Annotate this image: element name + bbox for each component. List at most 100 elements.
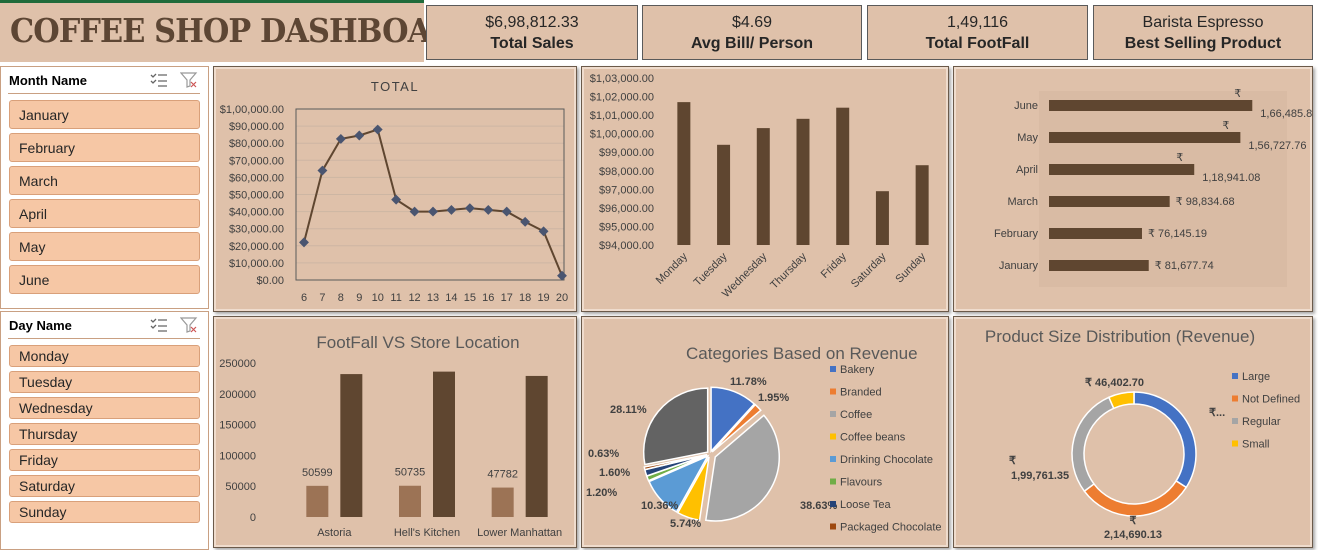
pie-slice — [710, 386, 756, 454]
kpi-value: $6,98,812.33 — [485, 14, 579, 31]
bar-footfall — [491, 487, 514, 517]
data-point — [483, 204, 494, 215]
legend-swatch — [1232, 373, 1238, 379]
x-tick-label: Lower Manhattan — [477, 527, 562, 539]
slicer-item-thursday[interactable]: Thursday — [9, 423, 200, 445]
data-label: 10.36% — [641, 500, 679, 512]
y-tick-label: $80,000.00 — [229, 138, 284, 150]
series-line — [303, 128, 563, 277]
bar-secondary — [433, 371, 455, 517]
data-point — [391, 194, 402, 205]
slicer-item-may[interactable]: May — [9, 232, 200, 261]
bar-chart-footfall: FootFall VS Store Location 0 50000 100000 15… — [219, 333, 562, 539]
multi-select-icon[interactable] — [150, 71, 168, 89]
day-slicer-title: Day Name — [9, 318, 72, 333]
x-tick-label: 20 — [556, 292, 568, 304]
pie-slice — [704, 414, 780, 522]
kpi-value: $4.69 — [731, 14, 773, 31]
slicer-item-june[interactable]: June — [9, 265, 200, 294]
x-tick-label: 15 — [464, 292, 476, 304]
kpi-label: Total Sales — [490, 35, 574, 52]
kpi-total-sales: $6,98,812.33 Total Sales — [426, 5, 638, 60]
data-point — [520, 216, 531, 227]
legend-label: Branded — [840, 387, 882, 399]
y-tick-label: $60,000.00 — [229, 172, 284, 184]
data-label-currency: ₹ — [1130, 515, 1137, 527]
slicer-item-tuesday[interactable]: Tuesday — [9, 371, 200, 393]
kpi-value: 1,49,116 — [946, 14, 1009, 31]
legend-swatch — [830, 523, 836, 530]
legend-swatch — [830, 366, 836, 372]
slicer-item-march[interactable]: March — [9, 166, 200, 195]
slicer-item-january[interactable]: January — [9, 100, 200, 129]
clear-filter-icon[interactable] — [179, 316, 198, 334]
data-point — [299, 237, 309, 248]
slicer-item-saturday[interactable]: Saturday — [9, 475, 200, 497]
x-tick-label: 7 — [319, 292, 325, 304]
x-tick-label: Thursday — [768, 250, 809, 291]
multi-select-icon[interactable] — [150, 316, 168, 334]
data-label: 50735 — [395, 467, 426, 479]
data-label: 1,18,941.08 — [1202, 172, 1260, 184]
legend-label: Coffee beans — [840, 432, 906, 444]
y-tick-label: 100000 — [219, 450, 256, 462]
bar — [1049, 132, 1241, 143]
clear-filter-icon[interactable] — [179, 71, 198, 89]
y-tick-label: $0.00 — [256, 275, 284, 287]
kpi-label: Avg Bill/ Person — [690, 35, 814, 52]
legend-swatch — [830, 501, 836, 507]
x-tick-label: 10 — [372, 292, 384, 304]
chart-title: Categories Based on Revenue — [686, 344, 918, 363]
pie-slice — [711, 403, 762, 453]
y-tick-label: May — [1017, 132, 1038, 144]
bar — [677, 102, 691, 245]
y-tick-label: $99,000.00 — [599, 147, 654, 159]
x-tick-label: 17 — [501, 292, 513, 304]
data-label: ₹... — [1209, 407, 1225, 419]
data-label: 1.95% — [758, 392, 789, 404]
kpi-value: Barista Espresso — [1142, 14, 1264, 31]
slicer-item-sunday[interactable]: Sunday — [9, 501, 200, 523]
data-point — [446, 204, 457, 215]
chart-card-month: June ₹1,66,485.88 May ₹1,56,727.76 April ₹1,1… — [953, 66, 1318, 312]
data-point — [464, 203, 475, 214]
legend-label: Loose Tea — [840, 499, 891, 511]
slicer-item-april[interactable]: April — [9, 199, 200, 228]
x-tick-label: 8 — [338, 292, 344, 304]
legend-label: Flavours — [840, 477, 883, 489]
slicer-item-wednesday[interactable]: Wednesday — [9, 397, 200, 419]
x-tick-label: Hell's Kitchen — [394, 527, 460, 539]
chart-card-day: $94,000.00 $95,000.00 $96,000.00 $97,000.00… — [581, 66, 949, 312]
y-tick-label: $1,00,000.00 — [590, 129, 654, 141]
data-label-currency: ₹ — [1176, 152, 1183, 164]
data-label: 5.74% — [670, 518, 701, 530]
y-tick-label: $98,000.00 — [599, 166, 654, 178]
bar — [1049, 260, 1149, 271]
data-label-currency: ₹ — [1009, 455, 1016, 467]
data-label: ₹ 98,834.68 — [1176, 196, 1235, 208]
legend-swatch — [1232, 440, 1238, 447]
y-tick-label: June — [1014, 100, 1038, 112]
slicer-item-monday[interactable]: Monday — [9, 345, 200, 367]
bar-secondary — [525, 375, 548, 517]
plot-area — [295, 108, 565, 281]
data-point — [409, 206, 420, 217]
bar — [1049, 164, 1195, 175]
x-tick-label: 14 — [445, 292, 457, 304]
pie-slice — [676, 456, 710, 521]
chart-card-size: Product Size Distribution (Revenue) ₹... ₹… — [953, 316, 1313, 548]
legend-swatch — [830, 478, 836, 485]
bar-chart-month: June ₹1,66,485.88 May ₹1,56,727.76 April ₹1,1… — [994, 88, 1318, 287]
bar — [1049, 196, 1170, 207]
y-tick-label: $40,000.00 — [229, 207, 284, 219]
dashboard-title-banner: COFFEE SHOP DASHBOARD — [0, 0, 481, 62]
legend-label: Packaged Chocolate — [840, 522, 942, 534]
y-tick-label: $1,01,000.00 — [590, 110, 654, 122]
y-tick-label: $96,000.00 — [599, 203, 654, 215]
data-point — [372, 124, 383, 135]
slicer-item-february[interactable]: February — [9, 133, 200, 162]
y-tick-label: 150000 — [219, 420, 256, 432]
data-label: 47782 — [487, 469, 518, 481]
slicer-item-friday[interactable]: Friday — [9, 449, 200, 471]
legend-label: Coffee — [840, 409, 872, 421]
